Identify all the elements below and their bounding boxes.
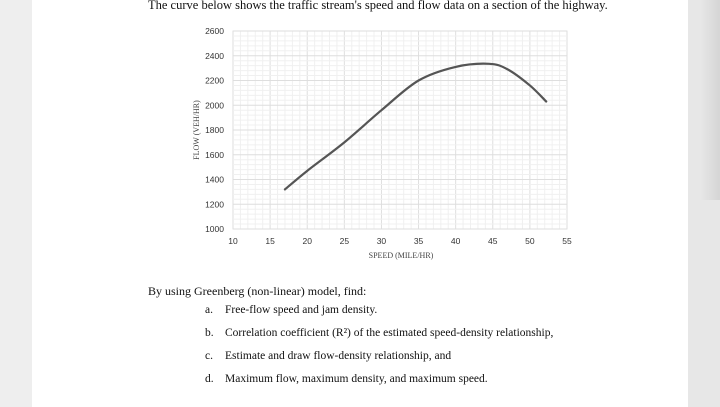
y-axis-title: FLOW (VEH/HR) xyxy=(192,100,201,160)
series-line xyxy=(283,62,548,191)
question-text: Free-flow speed and jam density. xyxy=(225,304,378,316)
x-axis-title: SPEED (MILE/HR) xyxy=(369,251,434,260)
y-tick-label: 2600 xyxy=(205,26,224,36)
x-tick-label: 45 xyxy=(488,236,498,246)
side-gutter xyxy=(688,0,720,407)
question-text: Estimate and draw flow-density relations… xyxy=(225,350,452,362)
intro-text: The curve below shows the traffic stream… xyxy=(148,0,608,12)
x-tick-label: 40 xyxy=(451,236,461,246)
question-letter: b. xyxy=(205,327,214,339)
y-tick-label: 2400 xyxy=(205,51,224,61)
y-tick-label: 1600 xyxy=(205,150,224,160)
y-tick-label: 1000 xyxy=(205,224,224,234)
model-instruction: By using Greenberg (non-linear) model, f… xyxy=(148,284,367,298)
question-letter: d. xyxy=(205,373,214,385)
x-tick-label: 55 xyxy=(562,236,572,246)
y-tick-labels: 1000 1200 1400 1600 1800 2000 2200 2400 2600 xyxy=(205,26,224,234)
question-c: c. Estimate and draw flow-density relatio… xyxy=(205,350,451,362)
y-tick-label: 2000 xyxy=(205,100,224,110)
y-tick-label: 1400 xyxy=(205,175,224,185)
x-tick-label: 30 xyxy=(377,236,387,246)
x-tick-label: 50 xyxy=(525,236,535,246)
question-b: b. Correlation coefficient (R²) of the es… xyxy=(205,327,553,339)
x-tick-label: 10 xyxy=(228,236,238,246)
x-tick-label: 15 xyxy=(265,236,275,246)
x-tick-label: 20 xyxy=(302,236,312,246)
x-tick-label: 25 xyxy=(340,236,350,246)
question-d: d. Maximum flow, maximum density, and max… xyxy=(205,373,488,385)
question-text: Maximum flow, maximum density, and maxim… xyxy=(225,373,488,385)
question-text: Correlation coefficient (R²) of the esti… xyxy=(225,327,554,339)
y-tick-label: 2200 xyxy=(205,76,224,86)
question-letter: a. xyxy=(205,304,213,316)
chart-grid xyxy=(232,30,568,230)
y-tick-label: 1200 xyxy=(205,199,224,209)
question-letter: c. xyxy=(205,350,213,362)
x-tick-labels: 10 15 20 25 30 35 40 45 50 55 xyxy=(228,236,572,246)
side-shadow xyxy=(700,0,720,200)
y-tick-label: 1800 xyxy=(205,125,224,135)
chart-series xyxy=(283,62,548,191)
x-tick-label: 35 xyxy=(414,236,424,246)
question-a: a. Free-flow speed and jam density. xyxy=(205,304,377,316)
